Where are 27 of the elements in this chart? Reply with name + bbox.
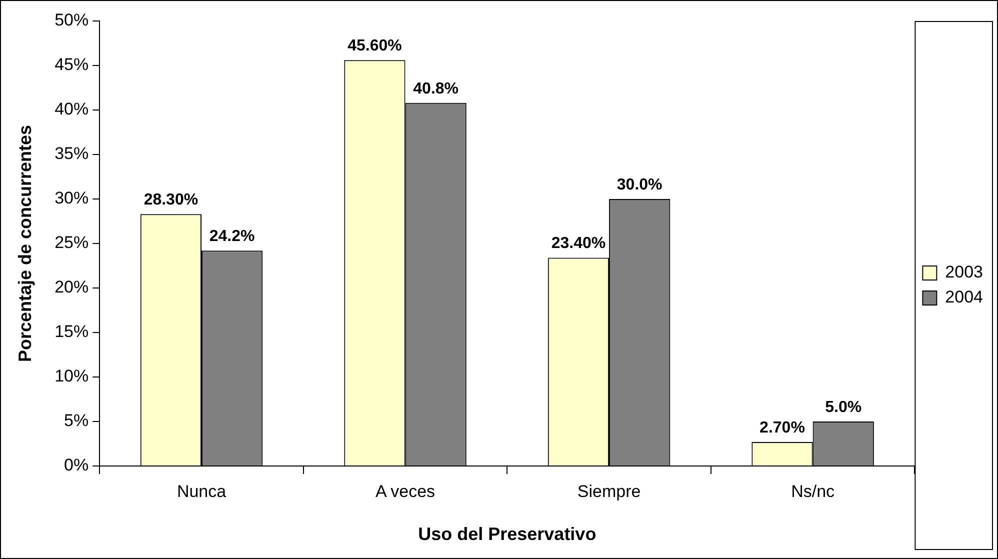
- data-label: 2.70%: [760, 419, 805, 436]
- data-label: 40.8%: [413, 80, 459, 98]
- x-tick-label: Ns/nc: [791, 482, 836, 501]
- y-tick-label: 45%: [54, 55, 89, 74]
- data-label: 23.40%: [551, 235, 606, 252]
- y-tick-label: 40%: [54, 100, 89, 119]
- data-label: 24.2%: [209, 228, 255, 246]
- legend-label: 2003: [945, 262, 984, 282]
- x-axis-title: Uso del Preservativo: [418, 524, 596, 544]
- y-tick-label: 30%: [54, 188, 89, 208]
- y-tick-label: 0%: [64, 456, 89, 475]
- x-tick-label: A veces: [376, 482, 436, 501]
- data-label: 28.30%: [144, 192, 198, 209]
- y-tick-label: 50%: [54, 10, 89, 30]
- y-tick-label: 10%: [54, 366, 89, 386]
- x-tick-label: Siempre: [577, 482, 641, 501]
- y-tick-label: 15%: [54, 322, 89, 342]
- x-tick-label: Nunca: [176, 482, 227, 501]
- y-tick-label: 5%: [64, 411, 89, 430]
- y-tick-label: 35%: [54, 144, 89, 164]
- y-tick-label: 25%: [54, 233, 89, 252]
- data-label: 45.60%: [348, 38, 402, 55]
- legend-label: 2004: [945, 288, 984, 307]
- y-axis-title: Porcentaje de concurrentes: [14, 124, 35, 362]
- data-label: 30.0%: [616, 176, 662, 194]
- data-label: 5.0%: [825, 398, 862, 416]
- y-tick-label: 20%: [54, 278, 89, 297]
